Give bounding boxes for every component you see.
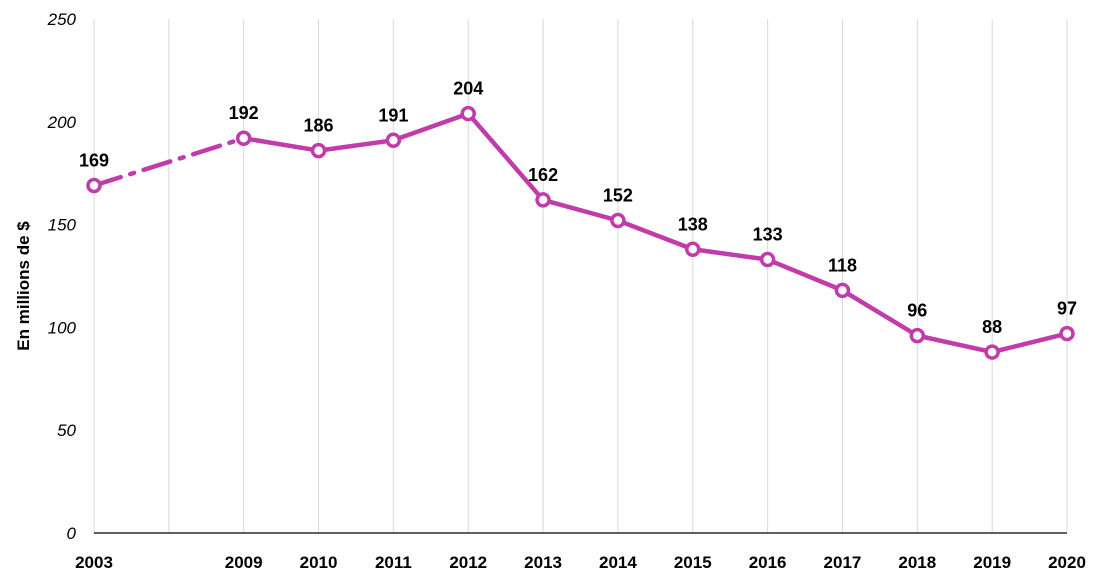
data-point-2010 [310,142,327,159]
y-axis-ticks: 0 50 100 150 200 250 [47,10,77,543]
x-tick-label-2014: 2014 [599,553,637,572]
y-tick-label-50: 50 [57,421,76,440]
series-segment [915,333,995,355]
x-tick-label-2018: 2018 [898,553,936,572]
data-label-2016: 133 [753,225,783,245]
data-label-2003: 169 [79,151,109,171]
data-label-2015: 138 [678,214,708,234]
y-tick-label-250: 250 [47,10,77,29]
vertical-gridlines [93,19,1068,533]
series-segment [316,138,396,153]
x-tick-label-2019: 2019 [973,553,1011,572]
x-tick-label-2009: 2009 [225,553,263,572]
x-tick-label-2013: 2013 [524,553,562,572]
data-label-2009: 192 [229,103,259,123]
data-point-2016 [759,251,776,268]
y-tick-label-0: 0 [67,524,77,543]
data-point-2003 [86,177,102,194]
y-tick-label-100: 100 [48,318,77,337]
data-point-2011 [385,132,402,149]
data-label-2012: 204 [453,79,483,99]
data-label-2020: 97 [1057,299,1077,319]
data-label-2011: 191 [378,105,408,125]
data-point-2009 [235,130,252,146]
series-segment [840,288,920,338]
x-tick-label-2017: 2017 [824,553,862,572]
series-line [91,111,1070,355]
data-point-2015 [685,241,701,258]
x-axis-ticks: 2003 2009 2010 2011 2012 2013 2014 2015 2016 2017… [75,553,1086,572]
data-label-2010: 186 [304,116,334,136]
x-tick-label-2020: 2020 [1048,553,1086,572]
x-tick-label-2003: 2003 [75,553,113,572]
data-point-2014 [610,212,626,229]
series-segment [241,135,321,153]
data-point-2012 [460,105,476,122]
data-point-2020 [1059,325,1075,342]
x-tick-label-2015: 2015 [674,553,712,572]
data-label-2019: 88 [982,317,1002,337]
data-label-2014: 152 [603,185,633,205]
series-segment [465,111,546,203]
y-axis-title: En millions de $ [14,221,33,351]
series-segment-dashed [91,135,246,188]
data-labels: 169 192 186 191 204 162 152 138 133 118 96 88 97 [79,79,1077,337]
data-point-2013 [535,192,551,208]
x-tick-label-2011: 2011 [375,553,412,572]
data-label-2018: 96 [907,301,927,321]
series-segment [391,111,471,143]
x-tick-label-2010: 2010 [300,553,338,572]
series-segment [615,218,696,252]
series-segment [989,331,1070,355]
x-tick-label-2012: 2012 [449,553,487,572]
data-point-2018 [909,327,926,344]
data-label-2013: 162 [528,165,558,185]
data-point-2019 [984,344,1000,360]
series-points [86,105,1075,360]
series-segment [765,257,845,293]
x-tick-label-2016: 2016 [749,553,787,572]
series-segment [540,197,621,223]
series-segment [690,247,770,262]
y-tick-label-200: 200 [47,113,77,132]
data-point-2017 [834,282,851,299]
y-tick-label-150: 150 [48,216,77,235]
data-label-2017: 118 [828,255,857,275]
